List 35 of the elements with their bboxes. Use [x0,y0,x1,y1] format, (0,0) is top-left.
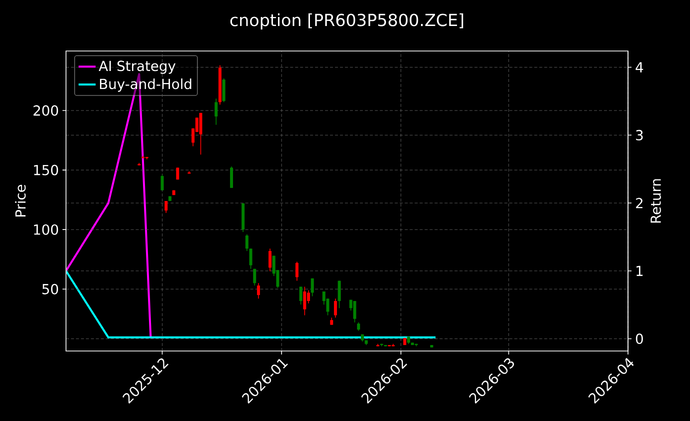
candlestick [268,248,272,272]
candlestick [295,261,298,282]
candlestick [218,64,222,105]
y2-tick-label: 3 [636,130,643,140]
y2-tick-label: 0 [636,334,643,344]
chart-title: cnoption [PR603P5800.ZCE] [230,13,464,30]
candlestick [256,282,260,300]
candlestick [245,234,248,252]
candlestick [303,286,306,316]
y-tick-label: 150 [34,164,58,176]
legend-label: Buy-and-Hold [100,78,192,92]
candlestick [249,248,252,270]
y-axis-title: Price [14,184,26,217]
y2-tick-label: 2 [636,198,642,208]
candlestick [160,174,164,191]
y2-axis-title: Return [650,179,661,223]
candlestick [176,167,180,180]
candlestick [214,98,218,126]
y2-tick-label: 1 [636,266,643,276]
candlestick [353,300,356,323]
y-tick-label: 50 [42,284,58,294]
candlestick [310,278,314,297]
candlestick [299,286,302,305]
candlestick [253,268,256,286]
legend-label: AI Strategy [98,60,176,74]
candlestick [338,280,341,309]
candlestick [164,200,168,214]
candlestick [242,202,245,232]
y-tick-label: 100 [34,224,58,235]
candlestick [199,112,202,155]
y-tick-label: 200 [34,105,58,116]
candlestick [230,166,234,188]
candlestick [222,78,226,103]
y2-tick-label: 4 [636,62,644,72]
candlestick [334,298,337,318]
